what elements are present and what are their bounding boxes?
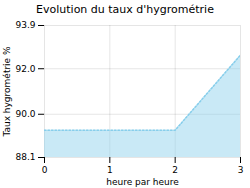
svg-text:2: 2: [172, 165, 178, 175]
svg-text:heure par heure: heure par heure: [106, 177, 179, 187]
svg-text:0: 0: [42, 165, 48, 175]
svg-text:Taux hygrométrie %: Taux hygrométrie %: [2, 46, 12, 138]
svg-text:88.1: 88.1: [15, 152, 35, 162]
svg-text:92.0: 92.0: [15, 64, 35, 74]
svg-text:93.9: 93.9: [15, 20, 35, 30]
svg-text:3: 3: [238, 165, 244, 175]
html-text:Evolution du taux d'hygrométri: Evolution du taux d'hygrométrie: [36, 3, 214, 16]
svg-text:90.0: 90.0: [15, 109, 35, 119]
svg-text:1: 1: [107, 165, 113, 175]
